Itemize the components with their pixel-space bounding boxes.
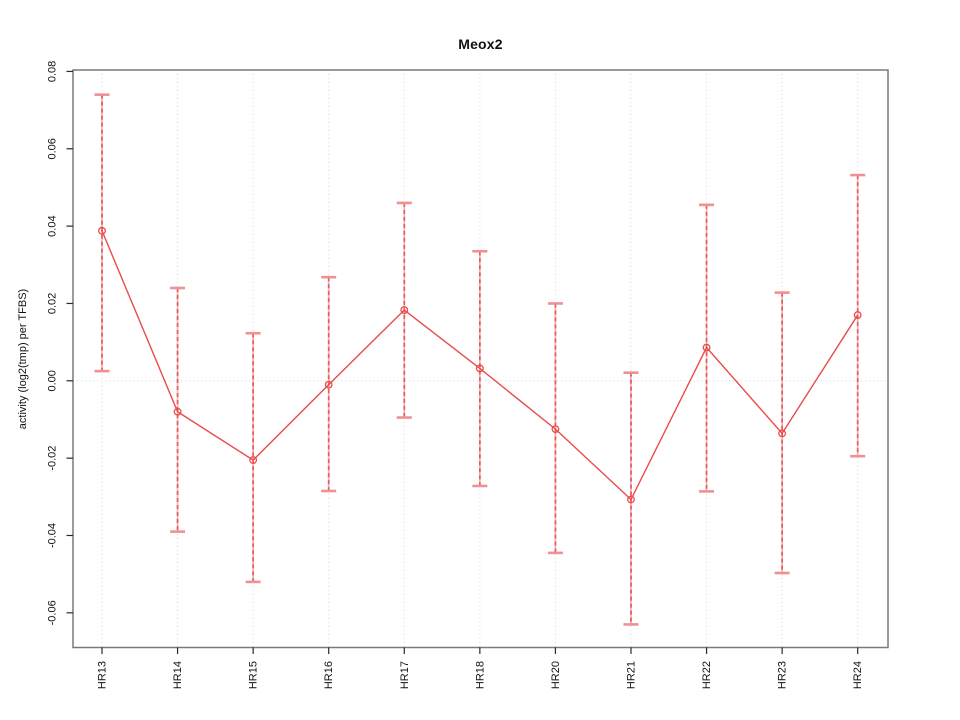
y-tick-label: -0.02	[47, 446, 59, 471]
x-tick-label-hr17: HR17	[399, 661, 411, 689]
data-point-hr13	[98, 226, 106, 235]
data-point-hr23	[778, 429, 787, 438]
y-axis-label-box: activity (log2(tmp) per TFBS)	[12, 70, 34, 648]
y-tick-label: 0.06	[47, 138, 59, 159]
x-tick-label-hr24: HR24	[852, 661, 864, 689]
y-tick-label: 0.02	[47, 293, 59, 314]
data-point-hr16	[324, 380, 333, 389]
x-tick-label-hr23: HR23	[777, 661, 789, 689]
x-tick-label-hr13: HR13	[97, 661, 109, 689]
x-tick-label-hr15: HR15	[248, 661, 260, 689]
data-point-hr20	[551, 425, 560, 434]
data-point-hr18	[475, 364, 484, 373]
y-tick-label: 0.04	[47, 215, 59, 236]
x-tick-label-hr14: HR14	[172, 661, 184, 689]
data-point-hr17	[400, 306, 409, 314]
data-point-hr22	[702, 343, 711, 352]
x-tick-label-hr21: HR21	[625, 661, 637, 689]
data-point-hr21	[627, 495, 635, 504]
x-tick-label-hr20: HR20	[550, 661, 562, 689]
y-tick-label: -0.06	[47, 600, 59, 625]
y-tick-label: -0.04	[47, 523, 59, 548]
series-line-activity	[101, 230, 859, 501]
data-point-hr15	[249, 456, 258, 465]
x-tick-label-hr18: HR18	[474, 661, 486, 689]
y-tick-label: 0.08	[47, 61, 59, 82]
y-tick-label: 0.00	[47, 370, 59, 391]
y-axis-label: activity (log2(tmp) per TFBS)	[17, 288, 30, 430]
data-point-hr24	[853, 311, 862, 320]
plot-frame	[72, 69, 889, 649]
data-point-hr14	[173, 407, 182, 416]
x-tick-label-hr22: HR22	[701, 661, 713, 689]
chart-title: Meox2	[458, 36, 503, 52]
x-tick-label-hr16: HR16	[323, 661, 335, 689]
